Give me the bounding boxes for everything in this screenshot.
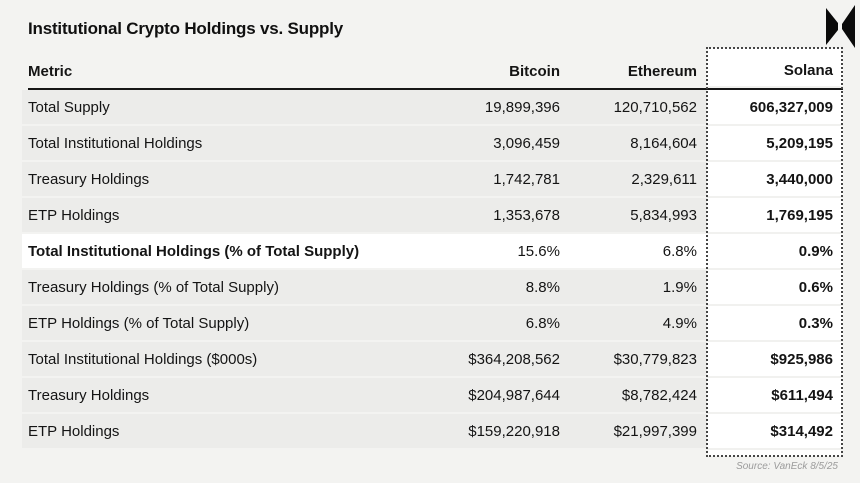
ethereum-value-cell: $21,997,399 [570,414,707,450]
ethereum-value-cell: 120,710,562 [570,90,707,126]
ethereum-value-cell: $30,779,823 [570,342,707,378]
ethereum-value-cell: 2,329,611 [570,162,707,198]
source-note: Source: VanEck 8/5/25 [736,461,838,472]
solana-value-cell: 0.9% [707,234,843,270]
table-row: Treasury Holdings (% of Total Supply) 8.… [22,270,843,306]
column-header-solana: Solana [707,54,843,88]
metric-cell: Total Supply [22,90,420,126]
bitcoin-value-cell: $204,987,644 [420,378,570,414]
header-rule [28,88,843,90]
solana-value-cell: 1,769,195 [707,198,843,234]
metric-cell: ETP Holdings [22,198,420,234]
metric-cell: ETP Holdings (% of Total Supply) [22,306,420,342]
table-row: ETP Holdings $159,220,918 $21,997,399 $3… [22,414,843,450]
table-row: Total Supply 19,899,396 120,710,562 606,… [22,90,843,126]
solana-value-cell: $314,492 [707,414,843,450]
column-header-bitcoin: Bitcoin [509,62,560,80]
metric-cell: Total Institutional Holdings ($000s) [22,342,420,378]
bitcoin-value-cell: $364,208,562 [420,342,570,378]
bitcoin-value-cell: 19,899,396 [420,90,570,126]
ethereum-value-cell: 8,164,604 [570,126,707,162]
bitcoin-value-cell: 3,096,459 [420,126,570,162]
table-row: Total Institutional Holdings (% of Total… [22,234,843,270]
solana-value-cell: 5,209,195 [707,126,843,162]
bitcoin-value-cell: 6.8% [420,306,570,342]
table-row: ETP Holdings (% of Total Supply) 6.8% 4.… [22,306,843,342]
ethereum-value-cell: 6.8% [570,234,707,270]
column-header-metric: Metric [28,62,73,80]
table-row: Total Institutional Holdings 3,096,459 8… [22,126,843,162]
table-row: Treasury Holdings 1,742,781 2,329,611 3,… [22,162,843,198]
table-header-row: Metric Bitcoin Ethereum Solana [22,54,843,88]
ethereum-value-cell: 4.9% [570,306,707,342]
table-row: Total Institutional Holdings ($000s) $36… [22,342,843,378]
holdings-table: Metric Bitcoin Ethereum Solana Total Sup… [22,54,843,450]
bitcoin-value-cell: 1,742,781 [420,162,570,198]
metric-cell: Total Institutional Holdings [22,126,420,162]
page-title: Institutional Crypto Holdings vs. Supply [28,19,344,38]
solana-value-cell: 3,440,000 [707,162,843,198]
ethereum-value-cell: $8,782,424 [570,378,707,414]
metric-cell: Treasury Holdings (% of Total Supply) [22,270,420,306]
table-row: ETP Holdings 1,353,678 5,834,993 1,769,1… [22,198,843,234]
bitcoin-value-cell: 1,353,678 [420,198,570,234]
metric-cell: Total Institutional Holdings (% of Total… [22,234,420,270]
ethereum-value-cell: 1.9% [570,270,707,306]
table-row: Treasury Holdings $204,987,644 $8,782,42… [22,378,843,414]
bitcoin-value-cell: 15.6% [420,234,570,270]
solana-value-cell: 606,327,009 [707,90,843,126]
solana-value-cell: 0.3% [707,306,843,342]
table-body: Total Supply 19,899,396 120,710,562 606,… [22,90,843,450]
bitcoin-value-cell: 8.8% [420,270,570,306]
column-header-ethereum: Ethereum [627,62,697,80]
metric-cell: Treasury Holdings [22,378,420,414]
ethereum-value-cell: 5,834,993 [570,198,707,234]
metric-cell: ETP Holdings [22,414,420,450]
solana-value-cell: 0.6% [707,270,843,306]
vaneck-logo-icon [826,5,855,48]
bitcoin-value-cell: $159,220,918 [420,414,570,450]
solana-value-cell: $611,494 [707,378,843,414]
metric-cell: Treasury Holdings [22,162,420,198]
solana-value-cell: $925,986 [707,342,843,378]
